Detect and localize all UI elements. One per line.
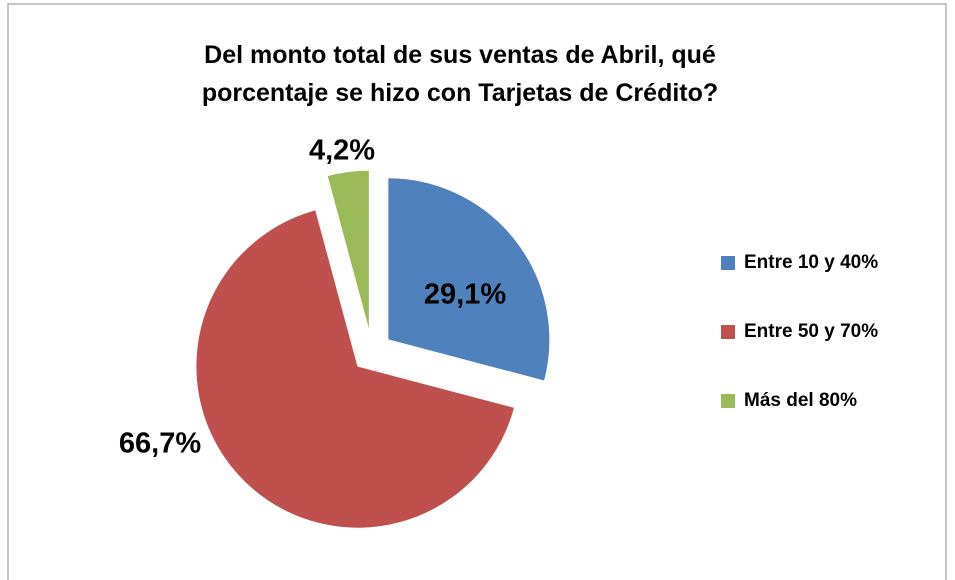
legend-label: Entre 50 y 70% [744, 321, 878, 342]
legend-label: Entre 10 y 40% [744, 252, 878, 273]
legend-swatch [721, 256, 735, 270]
data-label: 66,7% [119, 428, 201, 460]
pie-slice [326, 169, 370, 333]
legend-swatch [721, 394, 735, 408]
data-label: 4,2% [309, 135, 375, 167]
legend-label: Más del 80% [744, 390, 857, 411]
chart-title: Del monto total de sus ventas de Abril, … [201, 41, 719, 107]
data-label: 29,1% [424, 279, 506, 311]
pie-slice [195, 209, 516, 529]
pie-slice [387, 177, 551, 382]
legend-swatch [721, 325, 735, 339]
